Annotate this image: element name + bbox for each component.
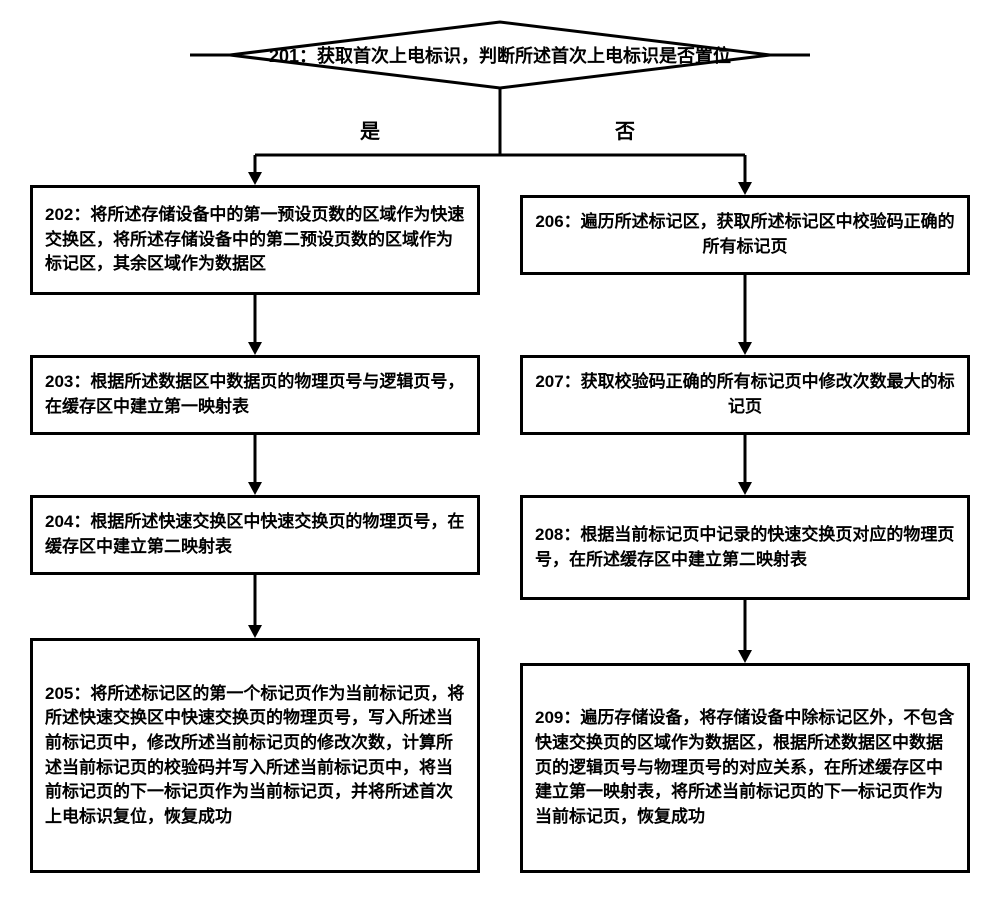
process-text: 209：遍历存储设备，将存储设备中除标记区外，不包含快速交换页的区域作为数据区，… xyxy=(535,706,955,829)
process-207: 207：获取校验码正确的所有标记页中修改次数最大的标记页 xyxy=(520,355,970,435)
process-205: 205：将所述标记区的第一个标记页作为当前标记页，将所述快速交换区中快速交换页的… xyxy=(30,638,480,873)
branch-yes-label: 是 xyxy=(360,115,380,144)
process-202: 202：将所述存储设备中的第一预设页数的区域作为快速交换区，将所述存储设备中的第… xyxy=(30,185,480,295)
process-text: 207：获取校验码正确的所有标记页中修改次数最大的标记页 xyxy=(535,370,955,419)
process-206: 206：遍历所述标记区，获取所述标记区中校验码正确的所有标记页 xyxy=(520,195,970,275)
process-203: 203：根据所述数据区中数据页的物理页号与逻辑页号，在缓存区中建立第一映射表 xyxy=(30,355,480,435)
branch-no-label: 否 xyxy=(615,115,635,144)
process-text: 208：根据当前标记页中记录的快速交换页对应的物理页号，在所述缓存区中建立第二映… xyxy=(535,523,955,572)
process-209: 209：遍历存储设备，将存储设备中除标记区外，不包含快速交换页的区域作为数据区，… xyxy=(520,663,970,873)
process-text: 203：根据所述数据区中数据页的物理页号与逻辑页号，在缓存区中建立第一映射表 xyxy=(45,370,465,419)
process-text: 206：遍历所述标记区，获取所述标记区中校验码正确的所有标记页 xyxy=(535,210,955,259)
process-204: 204：根据所述快速交换区中快速交换页的物理页号，在缓存区中建立第二映射表 xyxy=(30,495,480,575)
flowchart-container: 201：获取首次上电标识，判断所述首次上电标识是否置位 是 否 xyxy=(20,20,980,903)
decision-text: 201：获取首次上电标识，判断所述首次上电标识是否置位 xyxy=(190,20,810,90)
decision-node: 201：获取首次上电标识，判断所述首次上电标识是否置位 xyxy=(190,20,810,90)
process-text: 204：根据所述快速交换区中快速交换页的物理页号，在缓存区中建立第二映射表 xyxy=(45,510,465,559)
process-text: 202：将所述存储设备中的第一预设页数的区域作为快速交换区，将所述存储设备中的第… xyxy=(45,203,465,277)
process-208: 208：根据当前标记页中记录的快速交换页对应的物理页号，在所述缓存区中建立第二映… xyxy=(520,495,970,600)
process-text: 205：将所述标记区的第一个标记页作为当前标记页，将所述快速交换区中快速交换页的… xyxy=(45,682,465,830)
